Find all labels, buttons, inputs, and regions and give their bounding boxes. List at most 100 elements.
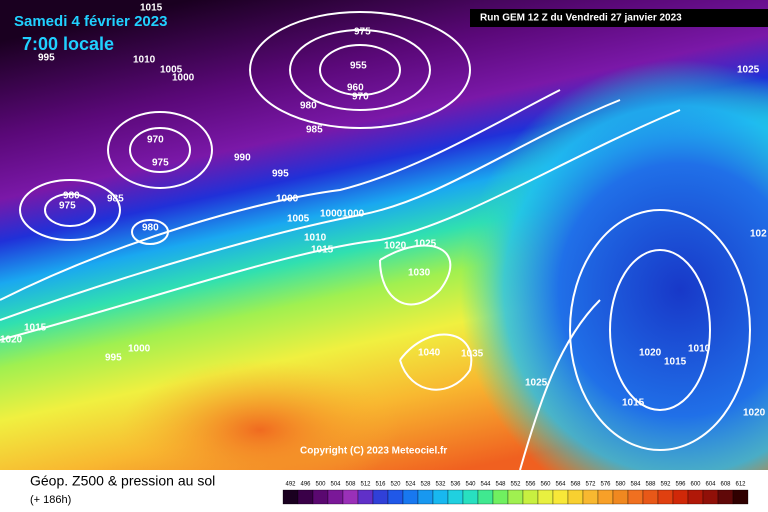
scale-swatch <box>297 489 314 505</box>
scale-label: 540 <box>465 482 476 488</box>
isobars <box>0 11 751 471</box>
isobar-label: 975 <box>354 27 371 38</box>
scale-label: 560 <box>540 482 551 488</box>
scale-label: 572 <box>585 482 596 488</box>
lead-time: (+ 186h) <box>30 494 71 506</box>
scale-label: 588 <box>645 482 656 488</box>
scale-label: 580 <box>615 482 626 488</box>
scale-swatch <box>642 489 659 505</box>
scale-swatch <box>342 489 359 505</box>
isobar-label: 1030 <box>408 268 431 279</box>
isobar-label: 1010 <box>688 344 711 355</box>
scale-swatch <box>732 489 749 505</box>
isobar-label: 1010 <box>304 233 327 244</box>
scale-label: 584 <box>630 482 641 488</box>
valid-date: Samedi 4 février 2023 <box>14 13 167 30</box>
isobar-label: 1010 <box>133 55 156 66</box>
footer-title: Géop. Z500 & pression au sol <box>30 473 215 489</box>
scale-swatch <box>402 489 419 505</box>
scale-swatch <box>387 489 404 505</box>
scale-label: 532 <box>435 482 446 488</box>
scale-label: 604 <box>705 482 716 488</box>
isobar-label: 985 <box>107 194 124 205</box>
scale-swatch <box>507 489 524 505</box>
scale-swatch <box>327 489 344 505</box>
isobar-label: 102 <box>750 229 767 240</box>
scale-swatch <box>597 489 614 505</box>
color-scale: 492 496 500 504 508 512 516 520 524 528 532 536 540 5… <box>282 482 749 505</box>
run-info: Run GEM 12 Z du Vendredi 27 janvier 2023 <box>480 13 682 24</box>
scale-swatch <box>537 489 554 505</box>
scale-label: 504 <box>330 482 341 488</box>
isobar-label: 955 <box>350 61 367 72</box>
scale-label: 528 <box>420 482 431 488</box>
scale-swatch <box>357 489 374 505</box>
isobar-label: 1040 <box>418 348 441 359</box>
scale-swatch <box>432 489 449 505</box>
isobar-label: 1000 <box>128 344 151 355</box>
scale-swatch <box>462 489 479 505</box>
scale-swatch <box>657 489 674 505</box>
isobar-label: 1025 <box>737 65 760 76</box>
isobar-label: 975 <box>59 201 76 212</box>
isobar-label: 995 <box>38 53 55 64</box>
scale-swatch <box>282 489 299 505</box>
isobar-label: 1000 <box>172 73 195 84</box>
scale-label: 576 <box>600 482 611 488</box>
scale-label: 600 <box>690 482 701 488</box>
scale-label: 524 <box>405 482 416 488</box>
isobar-label: 980 <box>142 223 159 234</box>
isobar-label: 995 <box>105 353 122 364</box>
run-box <box>470 9 768 27</box>
isobar-label: 970 <box>147 135 164 146</box>
isobar-label: 980 <box>300 101 317 112</box>
scale-swatch <box>477 489 494 505</box>
isobar-label: 1000 <box>276 194 299 205</box>
scale-label: 556 <box>525 482 536 488</box>
isobar-label: 970 <box>352 92 369 103</box>
scale-label: 552 <box>510 482 521 488</box>
scale-swatch <box>582 489 599 505</box>
isobar-label: 1015 <box>622 398 645 409</box>
isobar-label: 1020 <box>0 335 23 346</box>
scale-swatch <box>717 489 734 505</box>
isobar-label: 1015 <box>664 357 687 368</box>
scale-label: 492 <box>285 482 296 488</box>
scale-label: 520 <box>390 482 401 488</box>
scale-swatch <box>522 489 539 505</box>
isobar-label: 980 <box>63 191 80 202</box>
scale-swatch <box>447 489 464 505</box>
isobar-label: 1015 <box>140 3 163 14</box>
isobar-label: 960 <box>347 83 364 94</box>
local-time: 7:00 locale <box>22 34 114 54</box>
scale-label: 496 <box>300 482 311 488</box>
isobar-label: 990 <box>234 153 251 164</box>
scale-swatch <box>372 489 389 505</box>
copyright: Copyright (C) 2023 Meteociel.fr <box>300 446 447 457</box>
scale-label: 564 <box>555 482 566 488</box>
scale-label: 592 <box>660 482 671 488</box>
scale-swatch <box>567 489 584 505</box>
isobar-label: 1020 <box>639 348 662 359</box>
scale-label: 544 <box>480 482 491 488</box>
scale-label: 500 <box>315 482 326 488</box>
isobar-label: 1000 <box>342 209 365 220</box>
isobar-label: 1020 <box>384 241 407 252</box>
isobar-label: 1015 <box>24 323 47 334</box>
scale-label: 608 <box>720 482 731 488</box>
scale-label: 612 <box>735 482 746 488</box>
scale-label: 548 <box>495 482 506 488</box>
isobar-label: 1025 <box>414 239 437 250</box>
scale-swatch <box>702 489 719 505</box>
scale-label: 508 <box>345 482 356 488</box>
scale-label: 512 <box>360 482 371 488</box>
isobar-label: 1005 <box>287 214 310 225</box>
isobar-label: 975 <box>152 158 169 169</box>
ridge <box>120 360 400 500</box>
trough <box>460 60 768 512</box>
scale-swatch <box>417 489 434 505</box>
scale-swatch <box>552 489 569 505</box>
